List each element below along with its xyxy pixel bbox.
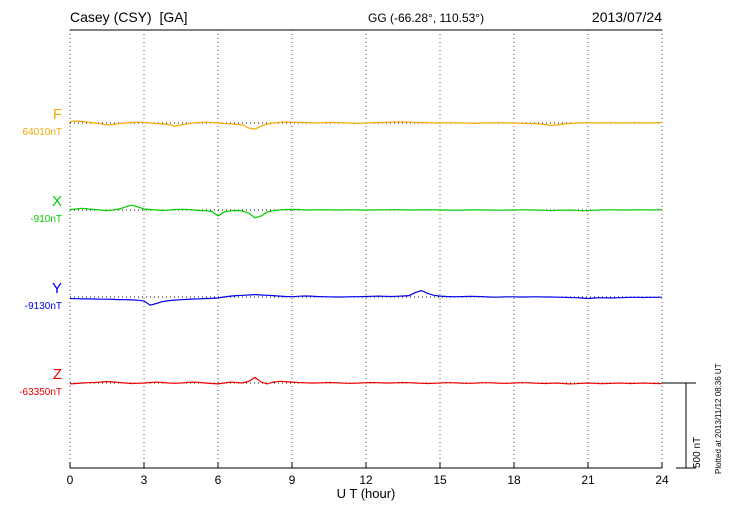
- trace-label-Y: Y: [51, 280, 62, 297]
- x-tick-label-9: 9: [289, 473, 296, 487]
- trace-label-X: X: [51, 193, 62, 210]
- geo-coords: GG (-66.28°, 110.53°): [368, 11, 485, 25]
- trace-Z: [69, 376, 663, 385]
- trace-baseline-X: -910nT: [30, 214, 62, 225]
- station-title: Casey (CSY) [GA]: [70, 9, 188, 25]
- scale-bar-label: 500 nT: [692, 436, 703, 468]
- trace-Y: [69, 289, 663, 306]
- plotted-at-note: Plotted at 2013/11/12 08:36 UT: [714, 363, 723, 474]
- trace-F: [69, 120, 663, 130]
- x-tick-label-3: 3: [141, 473, 148, 487]
- plot-date: 2013/07/24: [591, 9, 662, 25]
- trace-label-F: F: [52, 106, 62, 123]
- x-tick-label-24: 24: [655, 473, 669, 487]
- trace-baseline-F: 64010nT: [22, 127, 62, 138]
- x-tick-label-12: 12: [359, 473, 373, 487]
- trace-label-Z: Z: [52, 366, 62, 383]
- x-tick-label-6: 6: [215, 473, 222, 487]
- x-axis-title: U T (hour): [336, 486, 396, 501]
- trace-baseline-Z: -63350nT: [19, 387, 62, 398]
- trace-baseline-Y: -9130nT: [24, 301, 62, 312]
- x-tick-label-15: 15: [433, 473, 447, 487]
- x-tick-label-0: 0: [67, 473, 74, 487]
- x-tick-label-21: 21: [581, 473, 595, 487]
- x-tick-label-18: 18: [507, 473, 521, 487]
- trace-X: [69, 204, 663, 219]
